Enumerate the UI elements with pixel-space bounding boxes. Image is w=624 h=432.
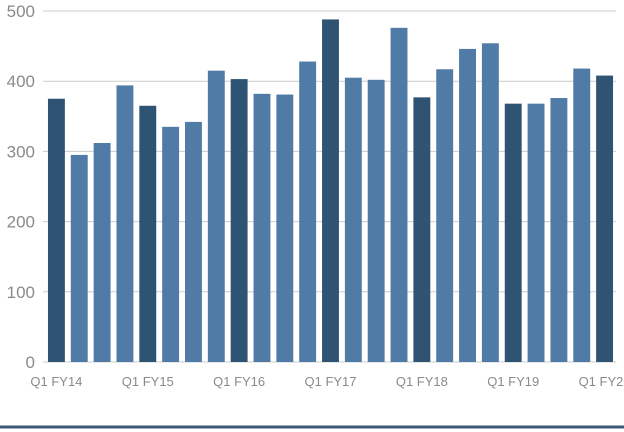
y-axis-ticks: 0 100 200 300 400 500: [7, 2, 35, 372]
y-tick-label: 300: [7, 142, 35, 161]
bars: [47, 19, 614, 363]
bar-q3-fy16: [276, 94, 294, 363]
bar-q2-fy19: [527, 103, 545, 362]
x-tick-label: Q1 FY14: [30, 374, 82, 389]
x-axis-ticks: Q1 FY14 Q1 FY15 Q1 FY16 Q1 FY17 Q1 FY18 Q1 FY…: [30, 374, 624, 389]
bar-q1-fy20: [596, 75, 614, 363]
x-tick-label: Q1 FY16: [213, 374, 265, 389]
bar-q3-fy19: [550, 98, 568, 362]
x-tick-label: Q1 FY19: [487, 374, 539, 389]
bar-q4-fy16: [299, 61, 317, 362]
bar-q3-fy17: [367, 79, 385, 363]
bar-q4-fy19: [573, 68, 591, 363]
bar-q2-fy16: [253, 93, 271, 362]
bar-q2-fy14: [70, 154, 88, 362]
x-tick-label: Q1 FY20: [579, 374, 624, 389]
x-tick-label: Q1 FY17: [304, 374, 356, 389]
bar-q2-fy18: [436, 69, 454, 363]
bar-q1-fy17: [322, 19, 339, 362]
bar-q1-fy14: [47, 98, 65, 362]
y-tick-label: 500: [7, 2, 35, 21]
y-tick-label: 100: [7, 283, 35, 302]
bar-q1-fy16: [230, 79, 248, 363]
bar-q1-fy19: [504, 103, 522, 362]
x-tick-label: Q1 FY18: [396, 374, 448, 389]
bar-q4-fy17: [390, 27, 408, 363]
bar-q3-fy14: [93, 142, 111, 362]
y-tick-label: 0: [26, 353, 35, 372]
x-tick-label: Q1 FY15: [122, 374, 174, 389]
bar-q2-fy15: [162, 126, 180, 362]
y-tick-label: 200: [7, 213, 35, 232]
bar-q4-fy14: [116, 85, 134, 363]
bar-q4-fy18: [481, 43, 499, 363]
bar-q2-fy17: [344, 77, 362, 362]
bar-q1-fy15: [139, 105, 157, 363]
bar-q4-fy15: [207, 70, 225, 363]
bar-q3-fy18: [459, 48, 476, 363]
y-tick-label: 400: [7, 72, 35, 91]
bar-q3-fy15: [185, 121, 202, 362]
bar-q1-fy18: [413, 97, 431, 362]
